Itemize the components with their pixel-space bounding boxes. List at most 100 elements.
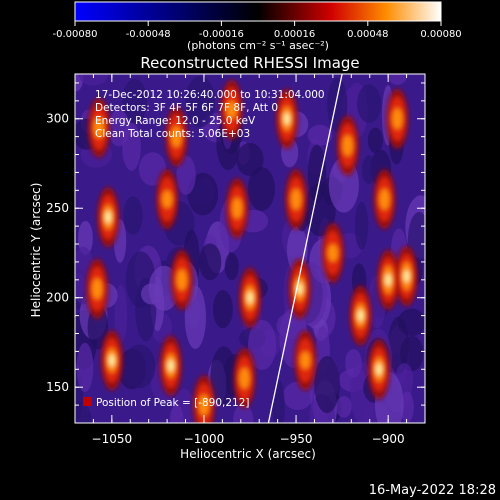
background-patch [224,252,239,281]
info-block: 17-Dec-2012 10:26:40.000 to 10:31:04.000… [95,89,325,140]
background-patch [185,76,216,128]
colorbar-tick-label: 0.00016 [274,29,315,40]
background-patch [307,124,333,146]
background-patch [247,319,277,371]
source-blob-core [167,359,174,372]
source-blob-inner [342,135,353,157]
info-total-counts: Clean Total counts: 5.06E+03 [95,128,250,140]
background-patch [272,379,285,423]
background-patch [236,142,264,176]
colorbar-tick-label: -0.00080 [53,29,98,40]
x-tick-label: −1050 [92,432,133,446]
colorbar-tick-label: 0.00048 [347,29,388,40]
source-blob-inner [300,351,311,370]
colorbar-tick-label: -0.00016 [199,29,244,40]
y-tick-label: 250 [46,201,69,215]
plot-frame [74,73,426,424]
source-blob-inner [232,197,243,219]
background-patch [307,144,327,203]
background-patch [387,74,408,85]
x-tick-label: −950 [280,432,313,446]
background-patch [247,166,276,211]
colorbar-ticks: -0.00080 -0.00048 -0.00016 0.00016 0.00048 0.… [53,21,462,40]
x-axis-label: Heliocentric X (arcsec) [180,447,316,461]
background-patch [400,391,414,423]
source-blob-inner [327,244,338,262]
source-blob-inner [176,269,187,291]
background-patch [336,395,352,418]
y-axis-ticks: 150 200 250 300 [46,82,425,424]
background-patch [397,308,425,337]
background-patch [210,346,237,407]
background-patch [114,284,128,344]
background-patch [76,342,94,393]
y-axis-label: Heliocentric Y (arcsec) [29,183,43,318]
source-blob-inner [291,188,302,210]
background-patch [176,155,196,195]
background-patch [122,79,148,124]
colorbar-unit-label: (photons cm⁻² s⁻¹ asec⁻²) [187,39,329,52]
background-patch [345,348,362,378]
background-patch [108,109,130,147]
info-time-range: 17-Dec-2012 10:26:40.000 to 10:31:04.000 [95,89,325,101]
chart-title: Reconstructed RHESSI Image [140,54,359,72]
source-blob-inner [198,394,209,416]
source-blob-core [296,282,303,295]
source-blob-core [283,112,290,125]
background-patch [138,152,167,186]
source-blob-core [375,363,382,376]
background-patch [400,335,424,372]
background-patch [123,196,143,235]
background-patch [198,243,222,281]
background-patch [276,312,307,340]
background-patch [169,404,184,423]
source-blob-inner [239,367,250,389]
peak-position-label: Position of Peak = [-890,212] [96,397,250,409]
info-detectors: Detectors: 3F 4F 5F 6F 7F 8F, Att 0 [95,102,278,114]
background-patch [356,84,382,123]
heatmap-area [75,74,425,423]
source-blob-core [403,270,410,283]
background-patch [123,344,156,389]
solar-limb-line [267,74,343,423]
colorbar-tick-label: -0.00048 [126,29,171,40]
source-blob-inner [226,101,237,119]
background-patch [78,220,93,256]
source-blob-inner [93,117,104,139]
source-blob-inner [92,278,103,300]
x-tick-label: −900 [372,432,405,446]
source-blob-inner [392,108,403,130]
peak-marker [83,397,92,406]
source-blob-core [105,211,112,224]
colorbar-gradient [74,1,442,22]
x-tick-label: −1000 [184,432,225,446]
background-patch [78,74,108,86]
background-patch [75,401,92,423]
background-patch [361,155,377,185]
source-blob-core [385,273,392,286]
source-blob-inner [171,126,182,148]
colorbar-tick-label: 0.00080 [420,29,461,40]
x-axis-ticks: −1050 −1000 −950 −900 [74,74,426,446]
y-tick-label: 150 [46,380,69,394]
source-blob-inner [379,188,390,210]
background-patch [141,283,162,305]
background-patch [354,201,369,250]
emission-sources [86,79,418,423]
y-tick-label: 300 [46,112,69,126]
source-blob-inner [162,190,173,209]
background-patch [87,305,109,350]
source-blob-core [247,291,253,304]
background-patch [212,289,233,329]
timestamp: 16-May-2022 18:28 [369,483,496,498]
background-patch [367,127,383,154]
background-patch [233,403,254,423]
source-blob-core [357,309,364,322]
info-energy-range: Energy Range: 12.0 - 25.0 keV [95,115,256,127]
background-patch [314,356,340,414]
source-blob-core [108,354,115,367]
y-tick-label: 200 [46,291,69,305]
background-patch [184,285,207,349]
colorbar: -0.00080 -0.00048 -0.00016 0.00016 0.00048 0.… [53,1,462,52]
